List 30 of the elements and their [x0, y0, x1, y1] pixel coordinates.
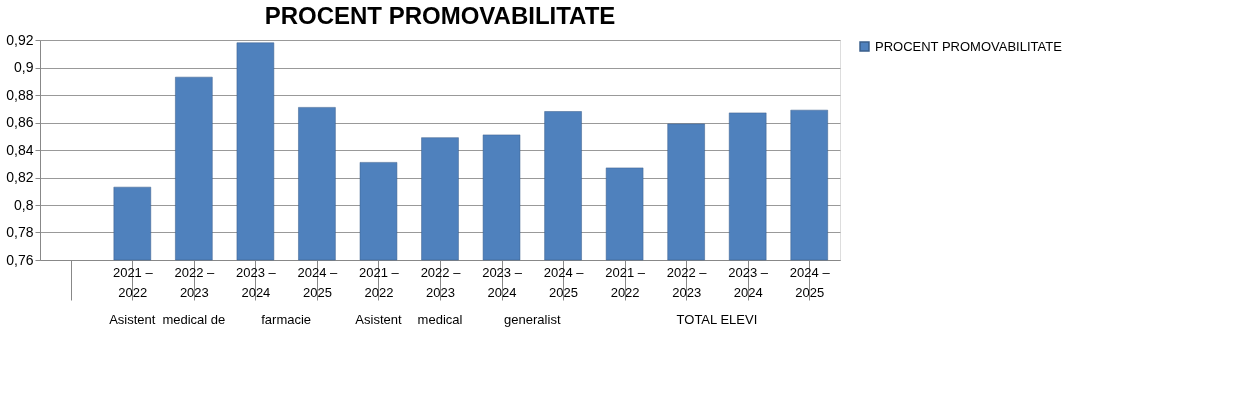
x-tick-label: 2024 – 2025 [789, 264, 831, 300]
y-tick-label: 0,82 [6, 169, 34, 185]
chart-title: PROCENT PROMOVABILITATE [264, 2, 616, 29]
x-tick-label: 2021 – 2022 [359, 264, 400, 300]
x-tick-label: 2022 – 2023 [174, 264, 215, 300]
legend-label: PROCENT PROMOVABILITATE [875, 38, 1063, 54]
x-tick-label: 2024 – 2025 [543, 264, 585, 300]
y-tick-label: 0,88 [6, 86, 34, 103]
x-tick-label: 2023 – 2024 [236, 264, 277, 300]
x-tick-label: 2022 – 2023 [666, 264, 708, 300]
y-tick-label: 0,92 [6, 31, 34, 48]
y-tick-label: 0,84 [6, 141, 34, 158]
x-tick-label: 2022 – 2023 [420, 264, 462, 300]
y-tick-label: 0,78 [6, 224, 34, 240]
y-tick-label: 0,86 [6, 114, 34, 130]
x-tick-label: 2023 – 2024 [728, 264, 769, 300]
text: Asistent [109, 312, 156, 327]
text: farmacie [261, 312, 312, 327]
text: generalist [504, 312, 561, 327]
y-tick-label: 0,9 [14, 59, 34, 75]
text: Asistent [355, 312, 402, 327]
text: TOTAL ELEVI [676, 312, 758, 327]
x-tick-label: 2021 – 2022 [605, 264, 646, 300]
text: medical de [162, 312, 226, 327]
x-tick-label: 2024 – 2025 [297, 264, 339, 300]
text: medical [417, 312, 463, 327]
x-tick-label: 2021 – 2022 [112, 264, 154, 300]
y-tick-label: 0,76 [6, 251, 34, 268]
y-tick-label: 0,8 [14, 196, 34, 213]
x-tick-label: 2023 – 2024 [482, 264, 523, 300]
